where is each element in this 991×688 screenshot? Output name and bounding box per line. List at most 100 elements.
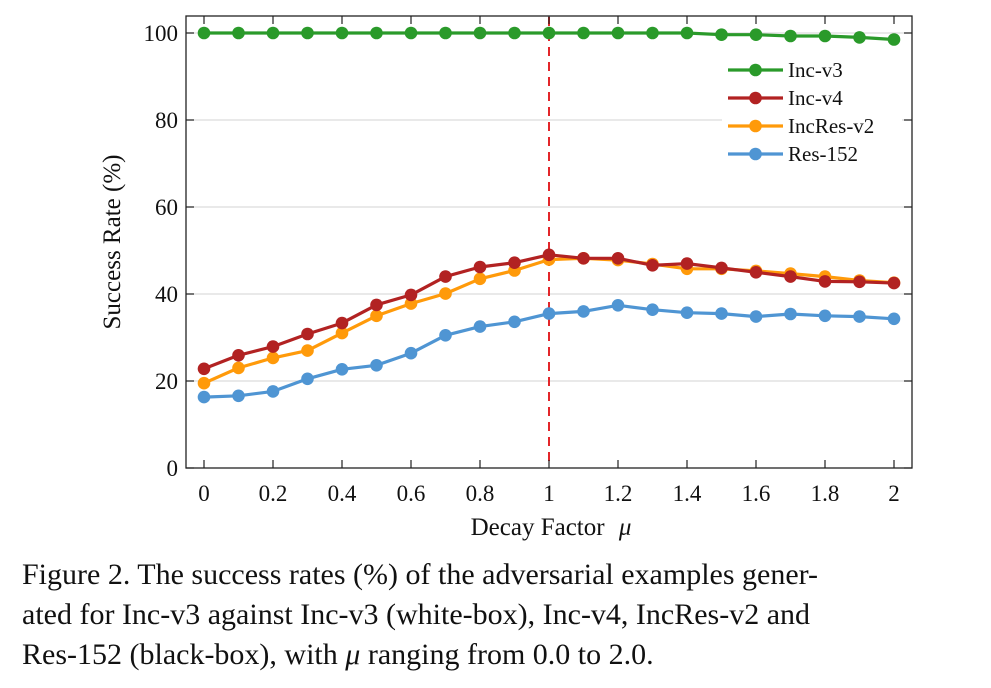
- data-point-inc-v4: [301, 327, 314, 341]
- x-tick-label: 1.4: [673, 481, 702, 506]
- data-point-incres-v2: [197, 376, 211, 390]
- caption-line-3-start: Res-152 (black-box), with: [22, 638, 346, 671]
- data-point-res-152: [335, 363, 349, 376]
- y-tick-label: 0: [167, 456, 179, 481]
- data-point-inc-v3: [404, 26, 418, 40]
- caption-line-2: ated for Inc-v3 against Inc-v3 (white-bo…: [22, 598, 811, 631]
- data-point-inc-v3: [370, 26, 383, 40]
- x-tick-label: 1: [543, 481, 555, 506]
- legend-label-incres-v2: IncRes-v2: [788, 114, 874, 138]
- data-point-inc-v4: [439, 270, 452, 283]
- data-point-inc-v4: [646, 259, 659, 272]
- data-point-inc-v3: [335, 26, 349, 40]
- data-point-inc-v4: [508, 256, 521, 270]
- caption-mu-symbol: μ: [345, 638, 361, 671]
- caption-line-3-end: ranging from 0.0 to 2.0.: [360, 638, 654, 671]
- y-tick-label: 40: [155, 282, 178, 307]
- data-point-inc-v4: [611, 251, 625, 265]
- legend-marker-incres-v2: [749, 119, 762, 133]
- data-point-inc-v4: [887, 276, 901, 290]
- data-point-res-152: [611, 299, 625, 312]
- x-axis-title-text: Decay Factor: [471, 514, 606, 541]
- data-point-inc-v3: [784, 29, 797, 43]
- x-tick-label: 1.8: [811, 481, 840, 506]
- data-point-res-152: [404, 346, 418, 360]
- y-tick-label: 100: [144, 21, 179, 46]
- data-point-inc-v3: [611, 26, 625, 40]
- legend-label-res-152: Res-152: [788, 142, 858, 166]
- series-inc-v4: [197, 248, 901, 376]
- data-point-incres-v2: [232, 361, 245, 375]
- series-res-152: [197, 299, 901, 404]
- data-point-inc-v3: [542, 26, 556, 40]
- data-point-inc-v4: [473, 260, 487, 274]
- data-point-inc-v4: [404, 288, 418, 302]
- data-point-inc-v3: [680, 26, 694, 40]
- x-tick-label: 0: [198, 481, 210, 506]
- data-point-res-152: [784, 307, 797, 321]
- x-axis-mu-symbol: μ: [618, 514, 632, 541]
- legend-label-inc-v3: Inc-v3: [788, 58, 843, 82]
- data-point-res-152: [853, 310, 866, 323]
- data-series: [197, 26, 901, 404]
- data-point-inc-v3: [853, 31, 866, 44]
- y-tick-label: 60: [155, 195, 178, 220]
- x-tick-label: 0.4: [328, 481, 357, 506]
- data-point-res-152: [232, 389, 245, 403]
- data-point-inc-v3: [197, 26, 211, 40]
- data-point-inc-v4: [232, 349, 245, 362]
- data-point-inc-v4: [853, 275, 866, 289]
- data-point-inc-v4: [818, 275, 832, 288]
- figure-caption: Figure 2. The success rates (%) of the a…: [22, 555, 987, 675]
- x-tick-label: 0.8: [466, 481, 495, 506]
- data-point-inc-v4: [784, 270, 797, 283]
- data-point-res-152: [508, 315, 521, 329]
- data-point-inc-v3: [232, 26, 245, 40]
- data-point-res-152: [473, 320, 487, 333]
- data-point-inc-v4: [680, 257, 694, 270]
- legend-marker-res-152: [749, 147, 762, 161]
- caption-line-1: Figure 2. The success rates (%) of the a…: [22, 558, 819, 591]
- data-point-inc-v4: [335, 316, 349, 330]
- x-tick-label: 0.2: [259, 481, 288, 506]
- series-inc-v3: [197, 26, 901, 46]
- data-point-inc-v3: [646, 26, 659, 40]
- data-point-inc-v4: [542, 248, 556, 262]
- legend-marker-inc-v3: [749, 63, 762, 77]
- data-point-res-152: [818, 309, 832, 323]
- data-point-res-152: [577, 305, 590, 318]
- x-axis-title: Decay Factor μ: [471, 514, 632, 541]
- data-point-incres-v2: [370, 309, 383, 323]
- data-point-inc-v3: [266, 26, 280, 40]
- data-point-incres-v2: [301, 344, 314, 357]
- data-point-res-152: [887, 312, 901, 326]
- data-point-incres-v2: [335, 326, 349, 340]
- data-point-incres-v2: [473, 272, 487, 286]
- data-point-inc-v3: [508, 26, 521, 40]
- x-tick-label: 1.6: [742, 481, 771, 506]
- data-point-res-152: [439, 329, 452, 342]
- legend: Inc-v3 Inc-v4 IncRes-v2 Res-152: [722, 54, 902, 172]
- data-point-inc-v4: [749, 266, 763, 279]
- legend-marker-inc-v4: [749, 91, 762, 105]
- data-point-inc-v4: [370, 298, 383, 312]
- data-point-inc-v3: [715, 28, 728, 41]
- data-point-inc-v3: [439, 26, 452, 40]
- data-point-inc-v4: [266, 340, 280, 353]
- success-rate-line-chart: 0 0.2 0.4 0.6 0.8 1 1.2 1.4 1.6 1.8 2 0 20 40 60 80 100…: [99, 15, 913, 541]
- data-point-res-152: [370, 359, 383, 372]
- data-point-inc-v3: [577, 26, 590, 40]
- data-point-res-152: [197, 390, 211, 404]
- data-point-inc-v3: [301, 26, 314, 40]
- data-point-incres-v2: [404, 297, 418, 310]
- data-point-res-152: [749, 310, 763, 323]
- y-tick-label: 80: [155, 108, 178, 133]
- data-point-res-152: [266, 385, 280, 398]
- data-point-inc-v3: [818, 29, 832, 43]
- y-tick-label: 20: [155, 369, 178, 394]
- y-axis-title: Success Rate (%): [99, 155, 126, 330]
- data-point-res-152: [542, 307, 556, 320]
- x-tick-label: 1.2: [604, 481, 633, 506]
- data-point-inc-v4: [715, 261, 728, 275]
- data-point-inc-v3: [887, 33, 901, 46]
